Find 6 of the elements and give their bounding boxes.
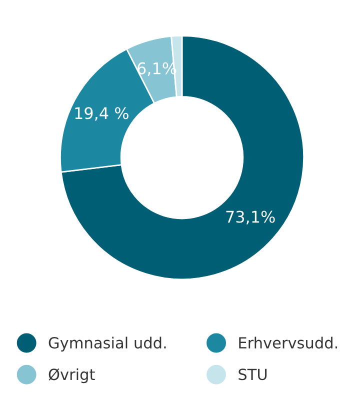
data-label: 73,1%	[226, 210, 275, 224]
legend-label: Erhvervsudd.	[239, 336, 338, 349]
legend-label: Gymnasial udd.	[48, 336, 166, 352]
legend-label: Øvrigt	[48, 368, 95, 384]
data-label: 19,4 %	[75, 107, 128, 121]
legend-label: STU	[238, 368, 267, 380]
